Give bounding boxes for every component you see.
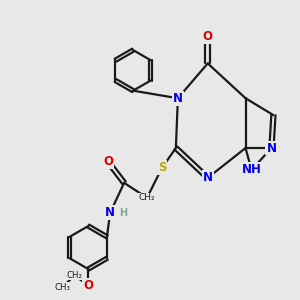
- Text: N: N: [105, 206, 115, 219]
- Text: S: S: [158, 161, 166, 174]
- Text: O: O: [83, 279, 93, 292]
- Text: NH: NH: [242, 164, 262, 176]
- Text: O: O: [203, 30, 213, 43]
- Text: O: O: [103, 155, 113, 168]
- Text: H: H: [119, 208, 127, 218]
- Text: CH₂: CH₂: [139, 193, 155, 202]
- Text: CH₂: CH₂: [66, 271, 82, 280]
- Text: N: N: [203, 171, 213, 184]
- Text: N: N: [266, 142, 276, 154]
- Text: N: N: [173, 92, 183, 105]
- Text: CH₃: CH₃: [54, 283, 70, 292]
